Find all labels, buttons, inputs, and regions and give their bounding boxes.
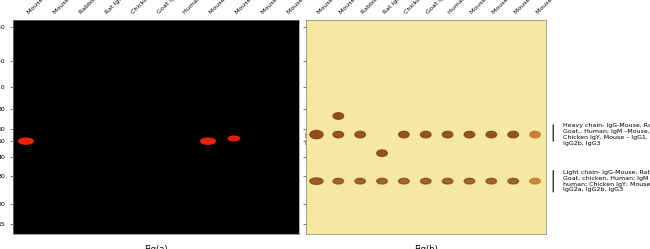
Ellipse shape	[355, 178, 365, 184]
Ellipse shape	[530, 178, 540, 184]
Text: Fig(a): Fig(a)	[144, 245, 168, 249]
Ellipse shape	[310, 130, 323, 139]
Ellipse shape	[443, 131, 453, 138]
Text: Light chain- IgG-Mouse, Rat, Rabbit,
Goat, chicken, Human; IgM –Mouse,
human; Ch: Light chain- IgG-Mouse, Rat, Rabbit, Goa…	[563, 170, 650, 192]
Ellipse shape	[333, 178, 344, 184]
Ellipse shape	[355, 131, 365, 138]
Ellipse shape	[443, 178, 453, 184]
Ellipse shape	[333, 113, 344, 119]
Text: Heavy chain- IgG-Mouse, Rat, Rabbit,
Goat,, Human; IgM –Mouse, human;
Chicken Ig: Heavy chain- IgG-Mouse, Rat, Rabbit, Goa…	[563, 124, 650, 146]
Ellipse shape	[486, 131, 497, 138]
Ellipse shape	[310, 178, 323, 184]
Ellipse shape	[201, 138, 215, 144]
Ellipse shape	[421, 178, 431, 184]
Ellipse shape	[398, 131, 409, 138]
Ellipse shape	[464, 131, 474, 138]
Ellipse shape	[508, 178, 519, 184]
Ellipse shape	[377, 150, 387, 156]
Text: Fig(b): Fig(b)	[414, 245, 437, 249]
Ellipse shape	[228, 136, 240, 141]
Ellipse shape	[421, 131, 431, 138]
Ellipse shape	[464, 178, 474, 184]
Text: Mouse IgG2a
Heavy Chain: Mouse IgG2a Heavy Chain	[305, 133, 350, 146]
Ellipse shape	[398, 178, 409, 184]
Ellipse shape	[377, 178, 387, 184]
Ellipse shape	[486, 178, 497, 184]
Ellipse shape	[333, 131, 344, 138]
Ellipse shape	[508, 131, 519, 138]
Ellipse shape	[19, 138, 33, 144]
Ellipse shape	[530, 131, 540, 138]
